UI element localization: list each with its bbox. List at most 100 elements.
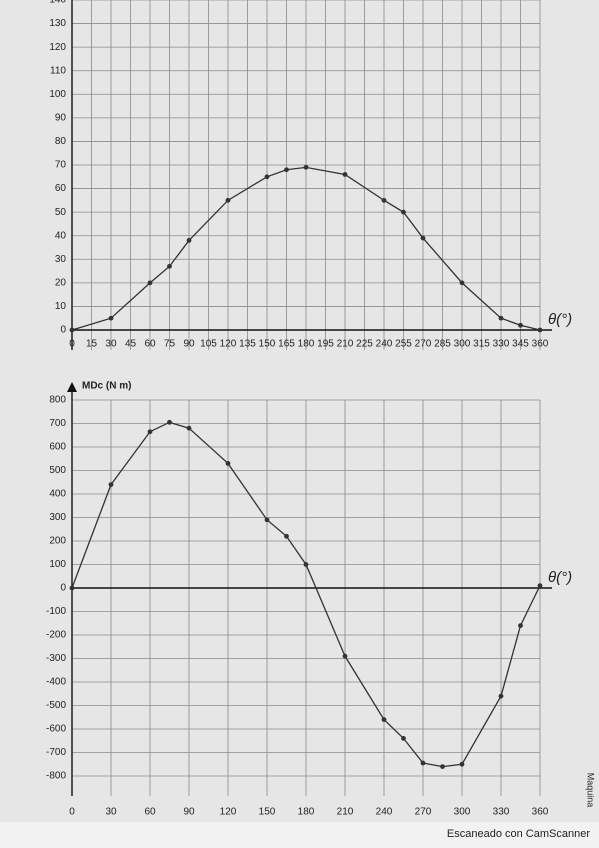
y-tick-label: 30	[55, 254, 67, 265]
x-tick-label: 60	[144, 339, 156, 350]
data-point	[303, 164, 309, 170]
x-tick-label: 15	[86, 339, 98, 350]
x-tick-label: 360	[532, 807, 549, 818]
y-tick-label: -100	[46, 606, 66, 617]
y-tick-label: 90	[55, 112, 67, 123]
x-tick-label: 270	[415, 807, 432, 818]
data-point	[518, 322, 523, 328]
x-tick-label: 330	[493, 339, 510, 350]
data-point	[420, 235, 426, 241]
y-tick-label: -200	[46, 630, 66, 641]
data-point	[225, 461, 231, 466]
data-point	[537, 327, 543, 333]
y-tick-label: 120	[49, 42, 66, 53]
data-point	[167, 419, 172, 425]
footer: Escaneado con CamScanner	[447, 828, 590, 840]
x-tick-label: 75	[164, 339, 176, 350]
y-tick-label: 80	[55, 136, 67, 147]
data-point	[108, 315, 114, 321]
data-point	[186, 238, 192, 243]
data-point	[264, 517, 270, 523]
data-point	[186, 425, 192, 431]
x-axis-label: θ(°)	[548, 311, 572, 328]
data-point	[225, 197, 231, 203]
data-point	[167, 263, 172, 269]
y-tick-label: 0	[60, 583, 66, 594]
data-point	[381, 717, 387, 722]
data-point	[459, 761, 465, 767]
data-point	[284, 167, 289, 173]
y-tick-label: 0	[60, 325, 66, 336]
x-tick-label: 255	[395, 339, 412, 350]
x-tick-label: 285	[434, 339, 451, 350]
data-point	[284, 533, 289, 539]
x-tick-label: 360	[532, 339, 549, 350]
y-axis-label: MDc (N m)	[82, 381, 131, 392]
y-tick-label: 800	[49, 395, 66, 406]
series-line	[71, 421, 541, 768]
data-point	[381, 197, 387, 203]
y-tick-label: -600	[46, 724, 66, 735]
data-point	[518, 623, 523, 628]
y-tick-label: 130	[49, 18, 66, 29]
data-point	[498, 315, 504, 321]
data-point	[108, 482, 114, 487]
y-tick-label: 70	[55, 160, 67, 171]
data-point	[401, 736, 406, 741]
x-tick-label: 315	[473, 339, 490, 350]
y-tick-label: -300	[46, 653, 66, 664]
x-tick-label: 90	[183, 339, 195, 350]
y-tick-label: 400	[49, 489, 66, 500]
data-point	[69, 327, 75, 333]
x-tick-label: 240	[376, 339, 393, 350]
x-tick-label: 180	[298, 807, 315, 818]
x-tick-label: 120	[220, 339, 237, 350]
x-tick-label: 270	[415, 339, 432, 350]
y-axis-arrow	[67, 382, 77, 392]
x-tick-label: 30	[105, 339, 117, 350]
side-text: Maquina	[586, 773, 596, 808]
y-tick-label: 600	[49, 442, 66, 453]
data-point	[420, 760, 426, 766]
x-tick-label: 30	[105, 807, 117, 818]
data-point	[303, 562, 309, 567]
x-tick-label: 240	[376, 807, 393, 818]
data-point	[264, 174, 270, 180]
x-tick-label: 90	[183, 807, 195, 818]
y-tick-label: 50	[55, 207, 67, 218]
data-point	[401, 209, 406, 215]
data-point	[440, 764, 445, 769]
chart: -800 -700 -600 -500 -400 -300 -200 -100 0 100 200 3…	[46, 381, 572, 818]
x-tick-label: 330	[493, 807, 510, 818]
y-tick-label: 700	[49, 418, 66, 429]
y-tick-label: -700	[46, 747, 66, 758]
data-point	[459, 280, 465, 286]
y-tick-label: 20	[55, 277, 67, 288]
x-tick-label: 120	[220, 807, 237, 818]
chart: 0102030405060708090100110120130140015304…	[49, 0, 572, 350]
x-tick-label: 210	[337, 807, 354, 818]
data-point	[147, 429, 153, 435]
x-tick-label: 210	[337, 339, 354, 350]
x-tick-label: 225	[356, 339, 373, 350]
data-point	[147, 280, 153, 286]
y-tick-label: 100	[49, 559, 66, 570]
x-tick-label: 195	[317, 339, 334, 350]
data-point	[69, 585, 75, 591]
y-tick-label: -500	[46, 700, 66, 711]
data-point	[537, 583, 543, 589]
x-tick-label: 180	[298, 339, 315, 350]
x-tick-label: 300	[454, 339, 471, 350]
data-point	[498, 693, 504, 699]
y-tick-label: 10	[55, 301, 67, 312]
x-tick-label: 45	[125, 339, 137, 350]
y-tick-label: -400	[46, 677, 66, 688]
x-tick-label: 60	[144, 807, 156, 818]
x-tick-label: 105	[200, 339, 217, 350]
y-tick-label: 140	[49, 0, 66, 6]
y-tick-label: 200	[49, 536, 66, 547]
x-tick-label: 0	[69, 807, 75, 818]
y-tick-label: 300	[49, 512, 66, 523]
